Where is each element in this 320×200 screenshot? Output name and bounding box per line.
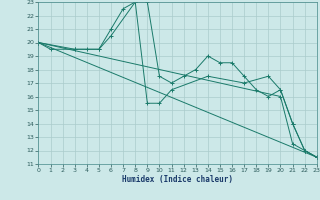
X-axis label: Humidex (Indice chaleur): Humidex (Indice chaleur)	[122, 175, 233, 184]
